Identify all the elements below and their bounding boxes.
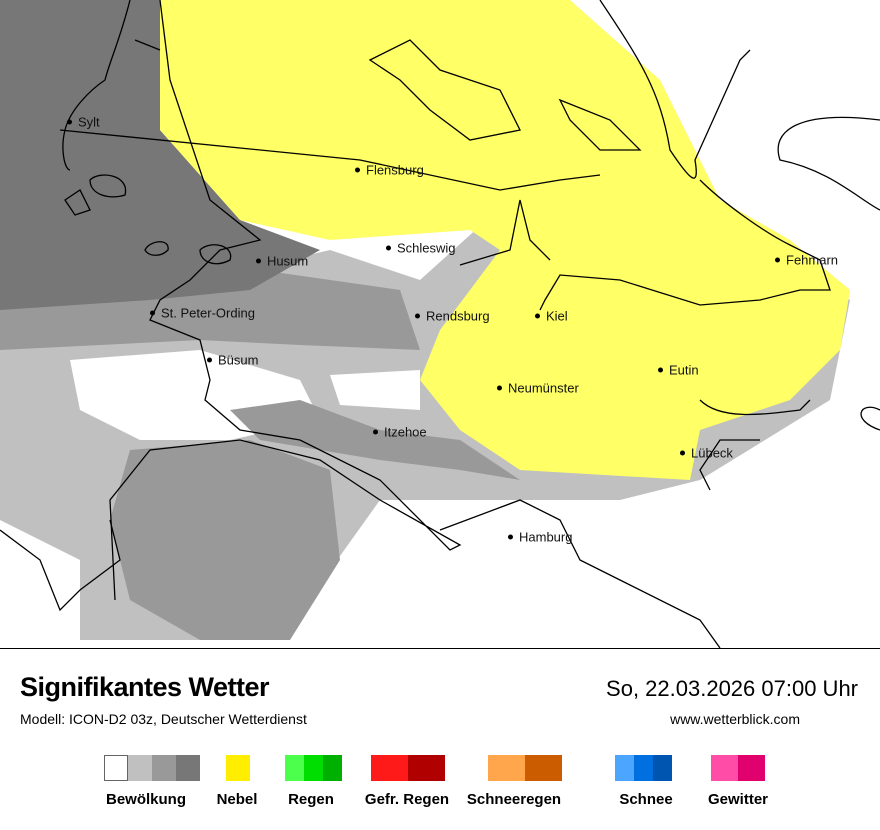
cloud-medium-area <box>110 440 340 640</box>
city-dot <box>775 257 780 263</box>
city-name: Büsum <box>218 352 259 368</box>
legend-label: Schnee <box>619 791 673 808</box>
legend-label: Bewölkung <box>105 791 187 808</box>
city-name: Sylt <box>78 114 100 130</box>
city-dot <box>67 119 72 125</box>
city-label: Husum <box>256 254 308 269</box>
legend-swatch <box>176 755 200 781</box>
city-label: Hamburg <box>508 530 572 545</box>
coastlines <box>0 0 880 649</box>
legend-swatch <box>634 755 653 781</box>
legend-swatch <box>285 755 304 781</box>
legend-swatch <box>226 755 250 781</box>
legend-swatch <box>653 755 672 781</box>
legend-swatch <box>128 755 152 781</box>
city-name: Lübeck <box>691 445 733 461</box>
city-label: Flensburg <box>355 163 424 178</box>
city-name: Eutin <box>669 362 699 378</box>
city-dot <box>207 357 212 363</box>
legend-swatches <box>711 755 765 781</box>
city-label: St. Peter-Ording <box>150 306 255 321</box>
city-name: Hamburg <box>519 529 573 545</box>
city-name: Rendsburg <box>426 308 490 324</box>
city-dot <box>497 385 502 391</box>
map-layers <box>0 0 880 649</box>
legend-swatches <box>104 755 200 781</box>
legend-label: Gefr. Regen <box>364 791 450 808</box>
city-name: Husum <box>267 253 309 269</box>
city-name: Fehmarn <box>786 252 839 268</box>
website: www.wetterblick.com <box>670 711 800 727</box>
legend-swatch <box>152 755 176 781</box>
legend-label: Regen <box>288 791 334 808</box>
legend-swatches <box>371 755 445 781</box>
legend-swatch <box>304 755 323 781</box>
city-dot <box>256 258 261 264</box>
city-dot <box>535 313 540 319</box>
city-label: Sylt <box>67 115 100 130</box>
city-name: Neumünster <box>508 380 579 396</box>
city-label: Eutin <box>658 363 699 378</box>
city-name: St. Peter-Ording <box>161 305 255 321</box>
clear-area <box>330 370 420 410</box>
city-name: Flensburg <box>366 162 424 178</box>
city-label: Fehmarn <box>775 253 838 268</box>
legend-swatch <box>323 755 342 781</box>
legend-swatch <box>371 755 408 781</box>
fog-area <box>160 0 850 480</box>
city-dot <box>508 534 513 540</box>
city-name: Schleswig <box>397 240 456 256</box>
city-dot <box>415 313 420 319</box>
city-dot <box>680 450 685 456</box>
city-label: Kiel <box>535 309 568 324</box>
legend-swatch <box>104 755 128 781</box>
cloud-dark-area <box>0 0 320 310</box>
city-dot <box>373 429 378 435</box>
legend-swatches <box>615 755 672 781</box>
cloud-medium-area <box>230 400 520 480</box>
city-label: Neumünster <box>497 381 579 396</box>
weather-map: Sylt Flensburg Schleswig Husum St. Peter… <box>0 0 880 649</box>
city-dot <box>658 367 663 373</box>
legend-swatch <box>525 755 562 781</box>
city-label: Lübeck <box>680 446 733 461</box>
legend-swatches <box>488 755 562 781</box>
forecast-datetime: So, 22.03.2026 07:00 Uhr <box>606 676 858 701</box>
legend-swatch <box>711 755 738 781</box>
legend-label: Schneeregen <box>466 791 562 808</box>
legend-swatch <box>408 755 445 781</box>
legend-swatch <box>615 755 634 781</box>
city-name: Itzehoe <box>384 424 427 440</box>
legend-swatches <box>285 755 342 781</box>
map-title: Signifikantes Wetter <box>20 672 270 702</box>
city-name: Kiel <box>546 308 568 324</box>
city-label: Itzehoe <box>373 425 427 440</box>
legend-swatch <box>738 755 765 781</box>
city-dot <box>386 245 391 251</box>
city-label: Schleswig <box>386 241 456 256</box>
city-dot <box>355 167 360 173</box>
city-dot <box>150 310 155 316</box>
legend-label: Nebel <box>216 791 258 808</box>
legend-swatch <box>488 755 525 781</box>
city-label: Büsum <box>207 353 258 368</box>
legend-swatches <box>226 755 250 781</box>
city-label: Rendsburg <box>415 309 490 324</box>
cloud-medium-area <box>0 270 420 350</box>
legend-label: Gewitter <box>707 791 769 808</box>
model-info: Modell: ICON-D2 03z, Deutscher Wetterdie… <box>20 711 307 727</box>
